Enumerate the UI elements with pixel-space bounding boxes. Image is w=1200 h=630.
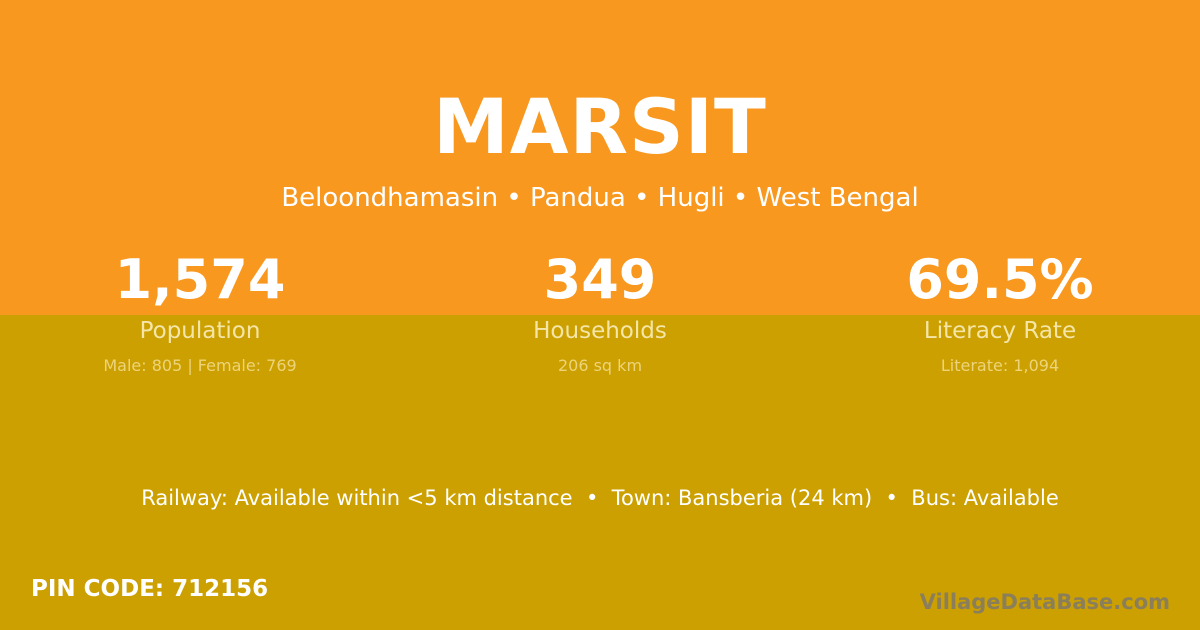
- stat-literacy: 69.5% Literacy Rate Literate: 1,094: [800, 248, 1200, 375]
- stat-value: 1,574: [114, 248, 286, 311]
- stat-label: Population: [139, 318, 261, 344]
- header-background: [0, 0, 1200, 315]
- stat-detail: 206 sq km: [557, 356, 643, 375]
- stat-value: 349: [543, 248, 657, 311]
- stat-value: 69.5%: [906, 248, 1094, 311]
- transport-info: Railway: Available within <5 km distance…: [141, 486, 1059, 510]
- body-background: [0, 315, 1200, 630]
- watermark: VillageDataBase.com: [919, 590, 1170, 614]
- stat-detail: Male: 805 | Female: 769: [103, 356, 297, 375]
- stat-label: Literacy Rate: [923, 318, 1077, 344]
- stat-population: 1,574 Population Male: 805 | Female: 769: [0, 248, 400, 375]
- stat-label: Households: [533, 318, 667, 344]
- stat-households: 349 Households 206 sq km: [400, 248, 800, 375]
- village-title: MARSIT: [433, 82, 767, 171]
- stat-detail: Literate: 1,094: [940, 356, 1060, 375]
- pin-code: PIN CODE: 712156: [31, 576, 269, 602]
- location-breadcrumb: Beloondhamasin • Pandua • Hugli • West B…: [281, 183, 919, 213]
